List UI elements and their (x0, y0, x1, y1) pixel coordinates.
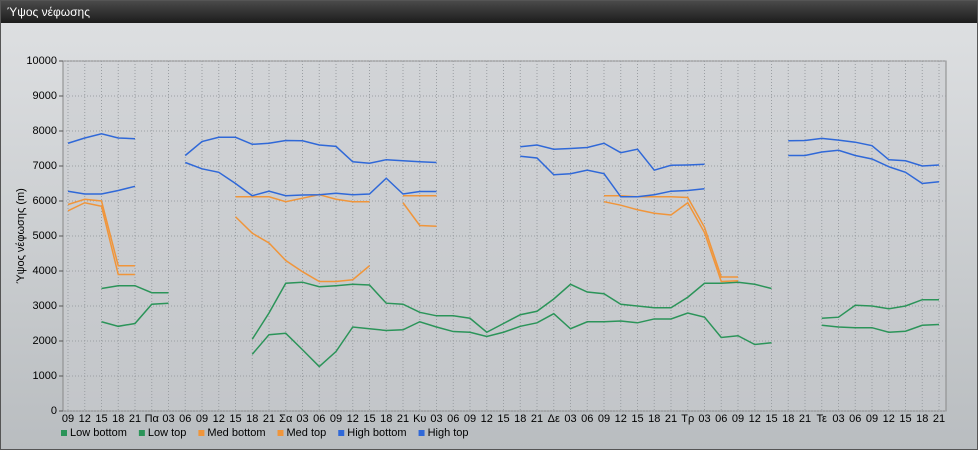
y-tick-label: 5000 (33, 230, 57, 242)
legend-swatch (61, 430, 67, 436)
x-tick-label: 18 (112, 413, 124, 425)
x-tick-label: 18 (782, 413, 794, 425)
x-tick-label: 06 (715, 413, 727, 425)
legend-swatch (418, 430, 425, 436)
series-line (101, 302, 940, 368)
x-tick-label: 06 (179, 413, 191, 425)
x-tick-label: 15 (497, 413, 509, 425)
x-tick-label: 09 (62, 413, 74, 425)
x-tick-label: 09 (866, 413, 878, 425)
legend-label: Low bottom (70, 427, 127, 439)
x-tick-label: 18 (380, 413, 392, 425)
x-tick-label: Δε (548, 413, 560, 425)
x-tick-label: 09 (330, 413, 342, 425)
x-tick-label: 12 (883, 413, 895, 425)
x-tick-label: 12 (213, 413, 225, 425)
x-tick-label: Κυ (413, 413, 426, 425)
x-tick-label: 09 (598, 413, 610, 425)
x-tick-label: 18 (648, 413, 660, 425)
x-tick-label: 12 (79, 413, 91, 425)
legend-swatch (338, 430, 345, 436)
x-tick-label: 06 (447, 413, 459, 425)
x-tick-label: 03 (564, 413, 576, 425)
x-tick-label: 15 (765, 413, 777, 425)
x-tick-label: 12 (481, 413, 493, 425)
series-line (67, 133, 940, 172)
x-tick-label: 18 (246, 413, 258, 425)
x-tick-label: 12 (615, 413, 627, 425)
x-tick-label: 09 (464, 413, 476, 425)
legend-label: Low top (148, 427, 187, 439)
x-tick-label: 12 (347, 413, 359, 425)
x-tick-label: 06 (849, 413, 861, 425)
x-tick-label: 03 (162, 413, 174, 425)
chart: Ύψος νέφωσης (m) 0 1000 2000 3000 4000 5000 60… (15, 55, 947, 439)
x-tick-label: 06 (313, 413, 325, 425)
legend-swatch (138, 430, 145, 436)
legend-label: Med bottom (207, 427, 265, 439)
series-line (67, 200, 739, 283)
legend-label: High bottom (347, 427, 406, 439)
x-tick-label: 15 (229, 413, 241, 425)
x-tick-label: 15 (899, 413, 911, 425)
y-axis-label: Ύψος νέφωσης (m) (15, 188, 27, 284)
x-tick-label: 18 (514, 413, 526, 425)
x-tick-label: 03 (296, 413, 308, 425)
x-tick-label: 21 (129, 413, 141, 425)
y-tick-label: 4000 (33, 265, 57, 277)
x-tick-label: 15 (95, 413, 107, 425)
series-line (67, 149, 940, 198)
x-tick-label: Τρ (681, 413, 694, 425)
y-tick-label: 1000 (33, 370, 57, 382)
x-tick-label: 15 (363, 413, 375, 425)
x-tick-label: 21 (933, 413, 945, 425)
series-line (101, 281, 939, 340)
x-tick-label: 06 (581, 413, 593, 425)
y-tick-label: 6000 (33, 195, 57, 207)
x-tick-label: Πα (145, 413, 160, 425)
x-tick-label: Σα (279, 413, 293, 425)
x-tick-label: 03 (832, 413, 844, 425)
x-tick-label: 03 (698, 413, 710, 425)
x-tick-label: 21 (531, 413, 543, 425)
y-tick-label: 10000 (26, 55, 57, 67)
y-tick-label: 9000 (33, 90, 57, 102)
x-tick-label: 21 (397, 413, 409, 425)
y-tick-label: 3000 (33, 300, 57, 312)
legend-label: High top (428, 427, 469, 439)
legend-label: Med top (287, 427, 327, 439)
x-tick-label: 21 (799, 413, 811, 425)
x-tick-label: 21 (665, 413, 677, 425)
title-bar: Ύψος νέφωσης (1, 1, 977, 23)
legend-swatch (198, 430, 205, 436)
x-tick-label: 12 (749, 413, 761, 425)
x-tick-label: 09 (196, 413, 208, 425)
y-tick-label: 0 (51, 405, 57, 417)
x-tick-label: Τε (817, 413, 828, 425)
x-tick-label: 21 (263, 413, 275, 425)
series-line (67, 193, 738, 278)
x-tick-label: 15 (631, 413, 643, 425)
y-tick-label: 8000 (33, 125, 57, 137)
legend-swatch (277, 430, 284, 436)
x-tick-label: 09 (732, 413, 744, 425)
y-tick-label: 7000 (33, 160, 57, 172)
y-tick-label: 2000 (33, 335, 57, 347)
x-tick-label: 18 (916, 413, 928, 425)
x-tick-label: 03 (430, 413, 442, 425)
